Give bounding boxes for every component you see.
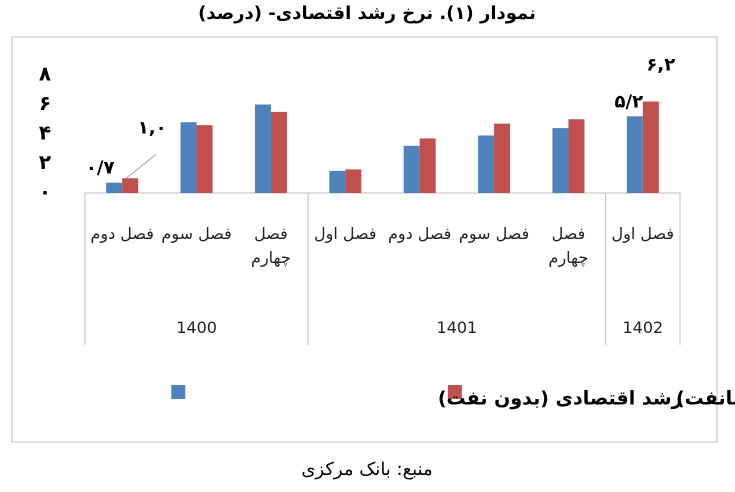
bar — [478, 135, 495, 193]
bar — [403, 145, 420, 193]
y-tick-label: ۲ — [39, 150, 51, 174]
data-label: ۶,۲ — [646, 55, 675, 76]
bar — [329, 170, 346, 193]
bar — [642, 101, 659, 193]
y-tick-label: ۶ — [39, 91, 51, 115]
data-label: ۱,۰ — [138, 117, 167, 138]
legend-label: رشد اقتصادی (بدون نفت) — [438, 388, 683, 410]
data-label: ۵/۲ — [615, 91, 644, 112]
bar — [345, 169, 362, 193]
x-tick-label: فصل چهارم — [548, 224, 589, 267]
x-tick-label: فصل اول — [611, 224, 675, 243]
y-tick-label: ۴ — [39, 121, 51, 145]
x-tick-label: فصل چهارم — [251, 224, 291, 267]
bar — [419, 138, 436, 193]
x-tick-label: فصل دوم — [387, 224, 452, 243]
bar — [626, 116, 643, 193]
y-tick-label: ۰ — [39, 180, 51, 204]
bar — [552, 128, 569, 193]
bar — [106, 182, 123, 193]
group-label: 1400 — [176, 318, 217, 337]
bar — [270, 111, 287, 193]
bar — [254, 104, 271, 193]
bar — [494, 123, 511, 193]
group-label: 1401 — [436, 318, 478, 337]
data-label: ۰/۷ — [86, 158, 115, 179]
group-label: 1402 — [622, 318, 664, 337]
chart-title: نمودار (۱). نرخ رشد اقتصادی- (درصد) — [198, 3, 536, 24]
legend-label: رشد اقتصادی (بانفت) — [676, 388, 735, 410]
bar — [122, 178, 139, 193]
x-tick-label: فصل دوم — [90, 224, 154, 243]
legend-swatch — [447, 385, 462, 399]
bar — [180, 122, 197, 193]
x-tick-label: فصل اول — [314, 224, 377, 243]
x-tick-label: فصل سوم — [161, 224, 232, 243]
bar — [196, 125, 213, 193]
y-tick-label: ۸ — [39, 62, 51, 86]
bar — [568, 119, 585, 193]
x-tick-label: فصل سوم — [458, 224, 530, 243]
leader-line — [125, 153, 157, 179]
legend-swatch — [171, 385, 186, 399]
chart-frame — [11, 36, 718, 443]
source-note: منبع: بانک مرکزی — [301, 459, 432, 480]
